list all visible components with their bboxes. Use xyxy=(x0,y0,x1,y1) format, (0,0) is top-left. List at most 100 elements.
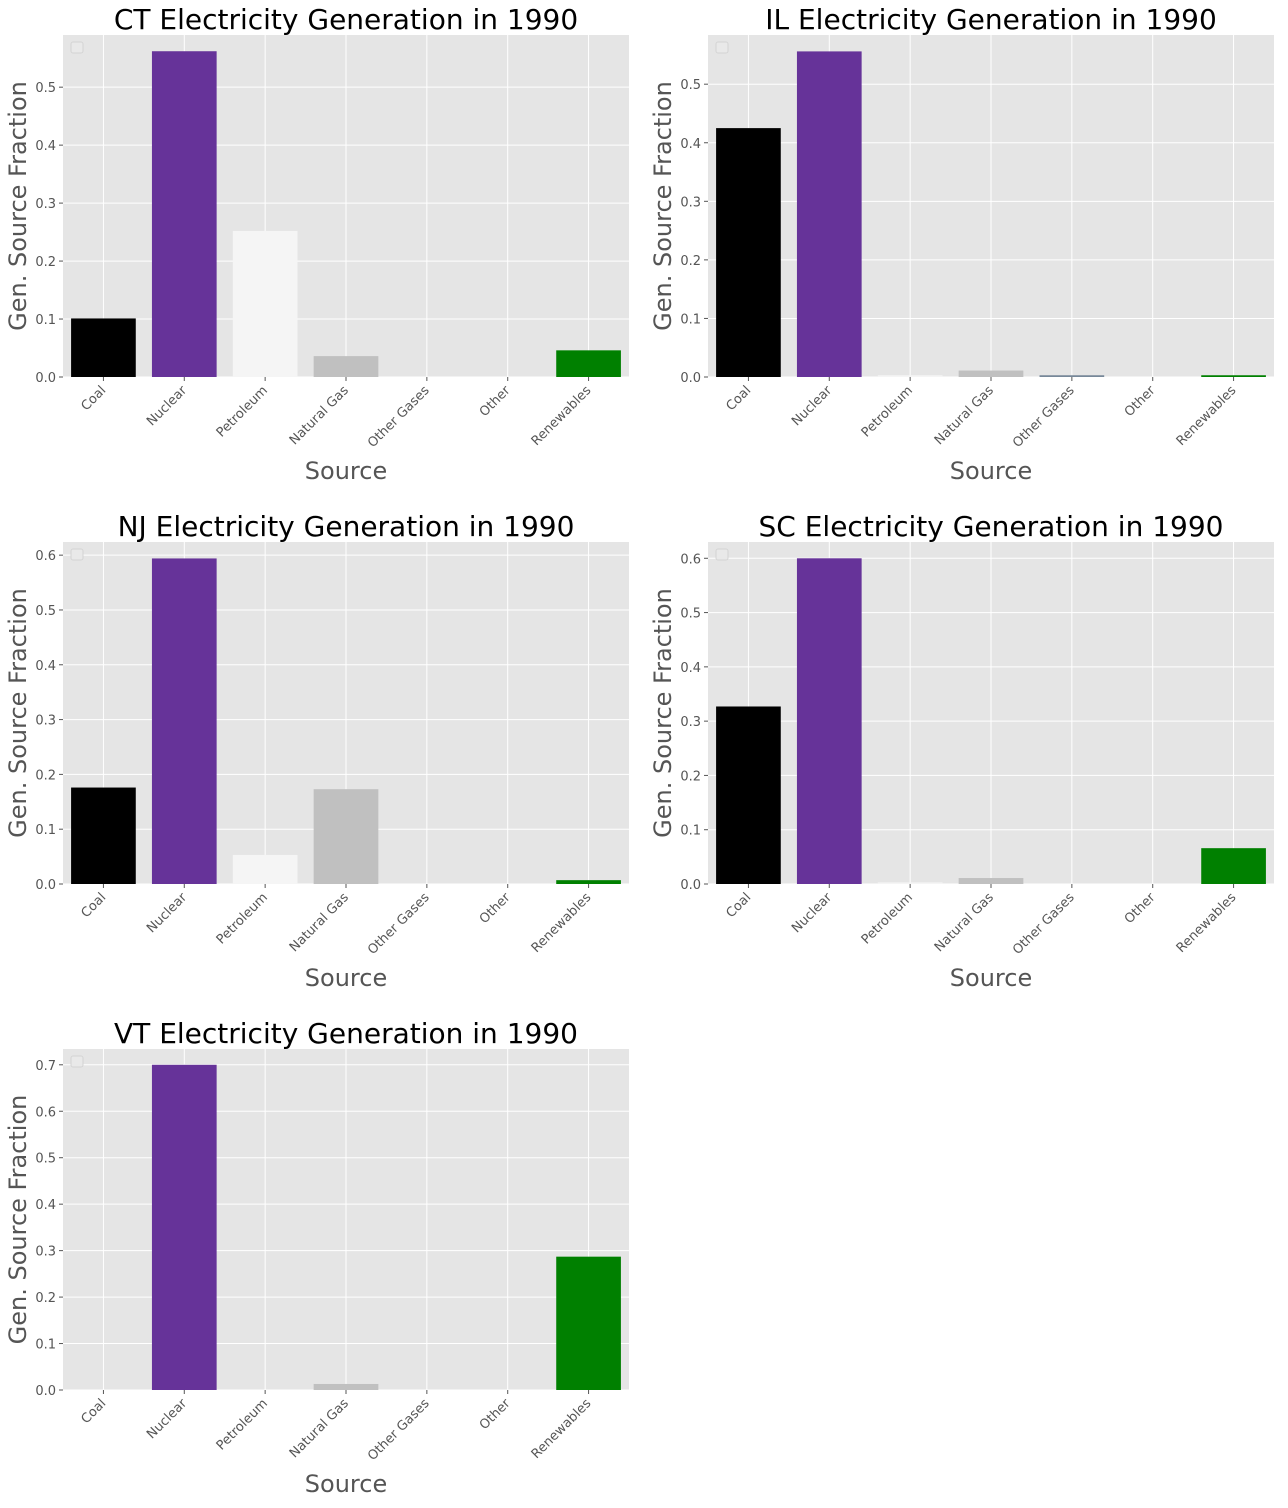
y-tick-label: 0.7 xyxy=(35,1059,56,1074)
legend-box xyxy=(70,1055,84,1068)
y-tick-label: 0.0 xyxy=(35,371,56,386)
y-tick-label: 0.3 xyxy=(680,715,701,730)
bar-coal xyxy=(716,706,781,884)
bar-renewables xyxy=(556,350,621,377)
x-tick-label-coal: Coal xyxy=(78,383,109,414)
bar-natural-gas xyxy=(958,370,1024,377)
legend-box xyxy=(70,41,84,54)
y-tick-label: 0.1 xyxy=(35,1338,56,1353)
x-tick-label-other: Other xyxy=(1122,890,1159,927)
y-tick-label: 0.4 xyxy=(35,659,56,674)
y-tick-label: 0.1 xyxy=(680,824,701,839)
y-tick-label: 0.3 xyxy=(35,197,56,212)
x-axis-label: Source xyxy=(305,1470,387,1498)
x-axis-label: Source xyxy=(305,457,387,485)
x-tick-label-natural-gas: Natural Gas xyxy=(932,890,997,955)
x-tick-label-petroleum: Petroleum xyxy=(214,383,271,440)
x-tick-label-other-gases: Other Gases xyxy=(1010,383,1078,451)
y-tick-label: 0.6 xyxy=(35,1105,56,1120)
bar-natural-gas xyxy=(313,1383,379,1390)
chart-title: IL Electricity Generation in 1990 xyxy=(765,3,1217,36)
y-axis-label: Gen. Source Fraction xyxy=(4,588,32,838)
chart-title: CT Electricity Generation in 1990 xyxy=(114,3,578,36)
legend-box xyxy=(715,548,729,561)
y-tick-label: 0.5 xyxy=(35,604,56,619)
bar-coal xyxy=(71,318,136,377)
bar-natural-gas xyxy=(313,356,379,377)
y-tick-label: 0.4 xyxy=(35,139,56,154)
y-tick-label: 0.0 xyxy=(35,878,56,893)
x-tick-label-nuclear: Nuclear xyxy=(144,383,190,429)
x-tick-label-nuclear: Nuclear xyxy=(144,1396,190,1442)
x-tick-label-nuclear: Nuclear xyxy=(789,890,835,936)
x-tick-label-renewables: Renewables xyxy=(529,383,595,449)
bar-renewables xyxy=(1201,375,1266,377)
y-axis-label: Gen. Source Fraction xyxy=(649,588,677,838)
y-tick-label: 0.3 xyxy=(35,714,56,729)
bar-nuclear xyxy=(796,558,862,884)
x-axis-label: Source xyxy=(305,964,387,992)
y-tick-label: 0.4 xyxy=(680,137,701,152)
y-tick-label: 0.4 xyxy=(35,1198,56,1213)
y-tick-label: 0.2 xyxy=(680,769,701,784)
y-tick-label: 0.1 xyxy=(35,823,56,838)
y-tick-label: 0.6 xyxy=(35,549,56,564)
bar-natural-gas xyxy=(958,878,1024,884)
bar-nuclear xyxy=(151,558,217,884)
x-tick-label-petroleum: Petroleum xyxy=(214,890,271,947)
x-tick-label-nuclear: Nuclear xyxy=(789,383,835,429)
chart-panel-4: 0.0 0.1 0.2 0.3 0.4 0.5 0.6 Coal Nuclear Petroleu… xyxy=(649,510,1274,992)
bar-renewables xyxy=(1201,848,1266,884)
y-tick-label: 0.1 xyxy=(35,313,56,328)
bar-natural-gas xyxy=(313,789,379,884)
x-tick-label-natural-gas: Natural Gas xyxy=(287,383,352,448)
x-axis-label: Source xyxy=(950,457,1032,485)
x-tick-label-coal: Coal xyxy=(723,383,754,414)
x-tick-label-other-gases: Other Gases xyxy=(1010,890,1078,958)
x-axis-label: Source xyxy=(950,964,1032,992)
x-tick-label-petroleum: Petroleum xyxy=(214,1396,271,1453)
x-tick-label-coal: Coal xyxy=(723,890,754,921)
y-tick-label: 0.5 xyxy=(680,78,701,93)
bar-petroleum xyxy=(877,375,943,377)
y-axis-label: Gen. Source Fraction xyxy=(4,1095,32,1345)
y-tick-label: 0.2 xyxy=(680,254,701,269)
x-tick-label-other-gases: Other Gases xyxy=(365,383,433,451)
bar-nuclear xyxy=(796,51,862,378)
x-tick-label-renewables: Renewables xyxy=(529,1396,595,1462)
y-axis-label: Gen. Source Fraction xyxy=(649,81,677,331)
y-tick-label: 0.3 xyxy=(35,1245,56,1260)
bar-petroleum xyxy=(232,230,298,377)
y-tick-label: 0.3 xyxy=(680,195,701,210)
bar-nuclear xyxy=(151,1064,217,1390)
x-tick-label-other: Other xyxy=(477,383,514,420)
chart-panel-5: 0.0 0.1 0.2 0.3 0.4 0.5 0.6 0.7 Coal Nuclear Petro… xyxy=(4,1017,629,1498)
chart-panel-3: 0.0 0.1 0.2 0.3 0.4 0.5 0.6 Coal Nuclear Petroleu… xyxy=(4,510,629,992)
bar-coal xyxy=(716,128,781,377)
bar-petroleum xyxy=(877,882,943,884)
bar-nuclear xyxy=(151,51,217,378)
legend-box xyxy=(70,548,84,561)
x-tick-label-other-gases: Other Gases xyxy=(365,1396,433,1464)
x-tick-label-natural-gas: Natural Gas xyxy=(932,383,997,448)
y-tick-label: 0.0 xyxy=(680,371,701,386)
bar-petroleum xyxy=(232,854,298,884)
x-tick-label-natural-gas: Natural Gas xyxy=(287,1396,352,1461)
bar-renewables xyxy=(556,880,621,884)
x-tick-label-other: Other xyxy=(1122,383,1159,420)
x-tick-label-nuclear: Nuclear xyxy=(144,890,190,936)
y-tick-label: 0.5 xyxy=(680,607,701,622)
x-tick-label-renewables: Renewables xyxy=(1174,890,1240,956)
x-tick-label-other: Other xyxy=(477,1396,514,1433)
bar-other-gases xyxy=(1039,375,1105,377)
chart-panel-2: 0.0 0.1 0.2 0.3 0.4 0.5 Coal Nuclear Petroleum Na… xyxy=(649,3,1274,485)
y-tick-label: 0.0 xyxy=(680,878,701,893)
x-tick-label-other: Other xyxy=(477,890,514,927)
y-tick-label: 0.5 xyxy=(35,81,56,96)
bar-coal xyxy=(71,787,136,884)
chart-title: SC Electricity Generation in 1990 xyxy=(759,510,1224,543)
x-tick-label-renewables: Renewables xyxy=(1174,383,1240,449)
y-tick-label: 0.1 xyxy=(680,312,701,327)
